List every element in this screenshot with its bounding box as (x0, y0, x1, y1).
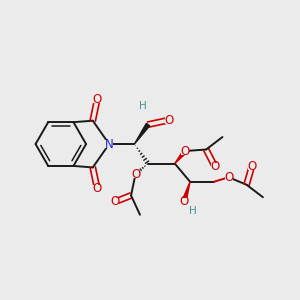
FancyBboxPatch shape (248, 163, 256, 170)
FancyBboxPatch shape (111, 198, 119, 206)
FancyBboxPatch shape (140, 103, 146, 110)
Text: O: O (181, 145, 190, 158)
Text: N: N (105, 138, 113, 151)
Text: O: O (179, 195, 189, 208)
FancyBboxPatch shape (211, 163, 219, 170)
Text: H: H (189, 206, 196, 217)
Text: O: O (93, 93, 102, 106)
FancyBboxPatch shape (132, 170, 140, 178)
FancyBboxPatch shape (180, 197, 188, 205)
FancyBboxPatch shape (105, 140, 113, 148)
Text: O: O (224, 171, 233, 184)
Text: O: O (247, 160, 256, 173)
FancyBboxPatch shape (93, 185, 101, 192)
FancyBboxPatch shape (225, 174, 232, 181)
FancyBboxPatch shape (165, 117, 173, 124)
Text: O: O (131, 167, 140, 181)
FancyBboxPatch shape (93, 96, 101, 103)
Text: O: O (210, 160, 220, 173)
FancyBboxPatch shape (182, 147, 189, 155)
Polygon shape (175, 150, 187, 164)
Text: H: H (139, 101, 147, 111)
Polygon shape (134, 123, 150, 144)
Polygon shape (182, 182, 190, 202)
Text: O: O (110, 196, 119, 208)
Text: O: O (93, 182, 102, 195)
Text: O: O (164, 114, 173, 127)
FancyBboxPatch shape (189, 208, 196, 215)
